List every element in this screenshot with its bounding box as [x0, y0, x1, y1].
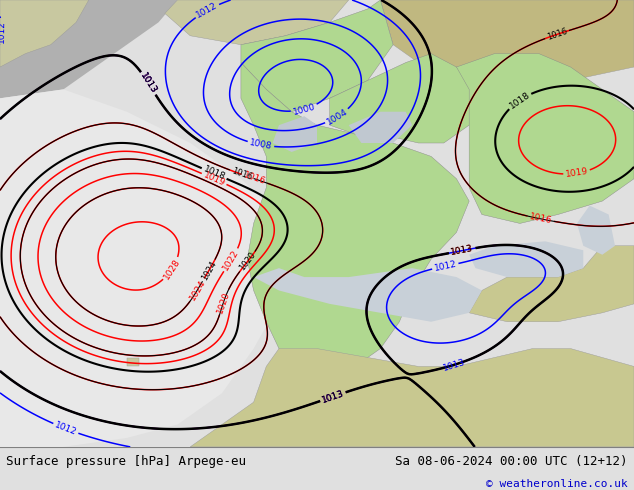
Text: 1000: 1000	[292, 102, 316, 117]
Polygon shape	[0, 0, 178, 98]
Polygon shape	[0, 89, 292, 447]
Text: 1008: 1008	[249, 138, 273, 151]
Polygon shape	[469, 241, 583, 277]
Polygon shape	[241, 63, 469, 375]
Text: 1020: 1020	[238, 250, 257, 272]
Text: 1012: 1012	[53, 420, 78, 437]
Polygon shape	[380, 0, 634, 89]
Polygon shape	[0, 0, 89, 67]
Polygon shape	[349, 112, 412, 143]
Text: 1020: 1020	[216, 290, 231, 314]
Text: 1024: 1024	[188, 278, 207, 302]
Text: 1013: 1013	[138, 71, 158, 96]
Text: 1013: 1013	[321, 389, 346, 405]
Text: 1016: 1016	[546, 27, 569, 42]
Text: 1013: 1013	[450, 244, 474, 257]
Polygon shape	[456, 53, 634, 223]
Text: 1012: 1012	[0, 20, 6, 43]
Text: 1012: 1012	[195, 1, 219, 20]
Text: Sa 08-06-2024 00:00 UTC (12+12): Sa 08-06-2024 00:00 UTC (12+12)	[395, 456, 628, 468]
Text: 1028: 1028	[162, 257, 182, 281]
Text: 1013: 1013	[450, 244, 474, 257]
Text: 1013: 1013	[441, 357, 466, 372]
Polygon shape	[190, 348, 634, 447]
Text: Surface pressure [hPa] Arpege-eu: Surface pressure [hPa] Arpege-eu	[6, 456, 247, 468]
Text: 1016: 1016	[230, 167, 253, 182]
Text: © weatheronline.co.uk: © weatheronline.co.uk	[486, 479, 628, 489]
Polygon shape	[254, 268, 482, 322]
Polygon shape	[273, 116, 317, 152]
Text: 1022: 1022	[221, 248, 241, 272]
Polygon shape	[469, 246, 634, 322]
Text: 1013: 1013	[138, 71, 158, 96]
Text: 1018: 1018	[202, 165, 226, 182]
Polygon shape	[577, 206, 615, 255]
Polygon shape	[330, 53, 476, 143]
Text: 1024: 1024	[200, 259, 218, 282]
Text: 1016: 1016	[242, 171, 267, 187]
Text: 1016: 1016	[529, 212, 553, 225]
Text: 1012: 1012	[433, 259, 457, 273]
Text: 1013: 1013	[321, 389, 346, 405]
Text: 1013: 1013	[321, 389, 346, 405]
Polygon shape	[165, 0, 349, 45]
Polygon shape	[241, 0, 393, 112]
Polygon shape	[127, 358, 139, 367]
Text: 1013: 1013	[138, 71, 158, 96]
Text: 1019: 1019	[202, 170, 226, 188]
Text: 1018: 1018	[507, 90, 531, 111]
Text: 1019: 1019	[565, 167, 589, 179]
Text: 1004: 1004	[325, 107, 349, 126]
